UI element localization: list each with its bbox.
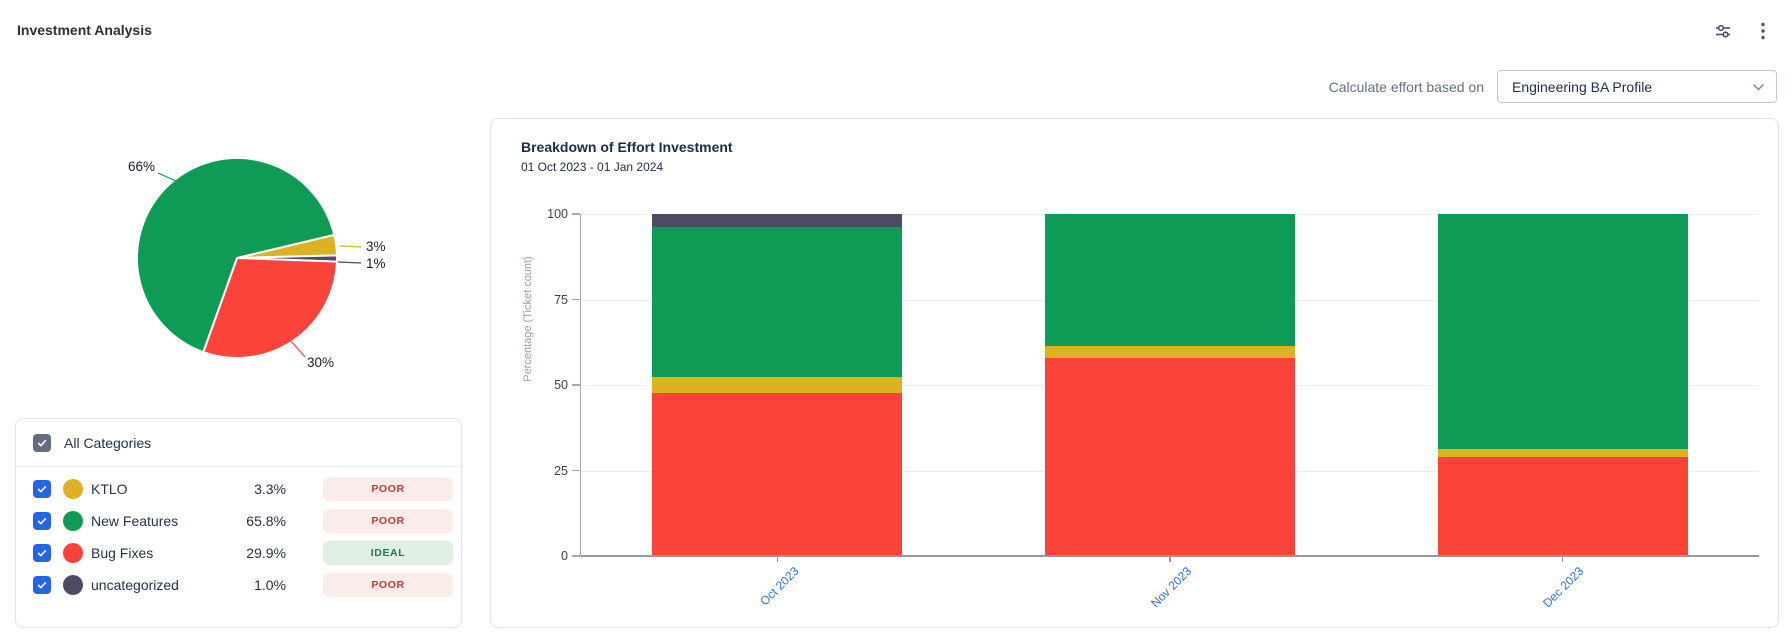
page-title: Investment Analysis — [17, 22, 152, 38]
x-tick — [776, 556, 779, 562]
bar-segment-ktlo-dec-2023[interactable] — [1437, 448, 1688, 457]
bar-dec-2023[interactable] — [1437, 214, 1688, 556]
bar-segment-bug-fixes-oct-2023[interactable] — [652, 392, 903, 556]
category-color-dot — [63, 575, 83, 595]
bar-chart-date-range: 01 Oct 2023 - 01 Jan 2024 — [521, 160, 664, 174]
category-label: KTLO — [91, 481, 128, 497]
bar-segment-new-features-nov-2023[interactable] — [1045, 214, 1295, 346]
stacked-bar-plot: 0 25 50 75 100 Oct 2023 Nov 2023 Dec 2023 — [547, 207, 1759, 610]
divider — [16, 466, 461, 467]
x-axis-line — [581, 554, 1759, 557]
category-percent: 65.8% — [246, 513, 286, 529]
y-tick-label: 75 — [554, 292, 568, 307]
bar-segment-uncategorized-oct-2023[interactable] — [652, 214, 903, 227]
x-axis-label-oct-2023[interactable]: Oct 2023 — [756, 564, 802, 609]
category-status-badge: IDEAL — [323, 541, 453, 565]
y-tick — [572, 384, 580, 386]
category-percent: 3.3% — [254, 481, 286, 497]
y-tick — [572, 213, 580, 215]
y-axis-line — [579, 214, 581, 556]
category-label: New Features — [91, 513, 179, 529]
category-checkbox[interactable] — [33, 576, 51, 594]
y-tick — [572, 469, 580, 472]
bar-segment-bug-fixes-nov-2023[interactable] — [1045, 357, 1295, 556]
x-axis-label-dec-2023[interactable]: Dec 2023 — [1540, 564, 1587, 611]
x-axis-label-nov-2023[interactable]: Nov 2023 — [1147, 564, 1194, 611]
bar-segment-ktlo-nov-2023[interactable] — [1045, 345, 1295, 358]
check-icon — [37, 439, 47, 446]
category-row-ktlo[interactable]: KTLO 3.3% POOR — [16, 473, 461, 505]
all-categories-row[interactable]: All Categories — [16, 419, 461, 466]
calculate-effort-label: Calculate effort based on — [1328, 78, 1484, 95]
bar-segment-ktlo-oct-2023[interactable] — [652, 376, 903, 393]
pie-slice-new-features[interactable] — [136, 157, 336, 354]
pie-label-bug-fixes: 30% — [307, 355, 334, 370]
category-row-bug-fixes[interactable]: Bug Fixes 29.9% IDEAL — [16, 537, 461, 569]
kebab-menu-icon[interactable] — [1752, 20, 1774, 42]
check-icon — [37, 581, 47, 589]
pie-leader-ktlo — [339, 245, 362, 248]
pie-slice-bug-fixes[interactable] — [202, 257, 338, 359]
category-row-uncategorized[interactable]: uncategorized 1.0% POOR — [16, 569, 461, 601]
effort-breakdown-card: Breakdown of Effort Investment 01 Oct 20… — [490, 118, 1779, 628]
category-checkbox[interactable] — [33, 544, 51, 562]
bar-nov-2023[interactable] — [1045, 214, 1295, 556]
category-row-new-features[interactable]: New Features 65.8% POOR — [16, 505, 461, 537]
profile-dropdown-value: Engineering BA Profile — [1512, 78, 1653, 95]
y-tick — [572, 298, 580, 301]
bar-segment-new-features-oct-2023[interactable] — [652, 226, 903, 377]
category-percent: 1.0% — [254, 577, 286, 593]
all-categories-checkbox[interactable] — [33, 433, 51, 452]
check-icon — [37, 485, 47, 493]
category-label: Bug Fixes — [91, 545, 154, 561]
profile-dropdown[interactable]: Engineering BA Profile — [1497, 70, 1777, 103]
x-tick — [1169, 556, 1171, 562]
x-tick — [1561, 556, 1564, 562]
category-checkbox[interactable] — [33, 512, 51, 530]
chevron-down-icon — [1753, 78, 1764, 96]
pie-label-uncategorized: 1% — [366, 256, 386, 271]
pie-label-ktlo: 3% — [366, 239, 386, 254]
y-tick-label: 25 — [554, 463, 568, 478]
filter-sliders-icon[interactable] — [1712, 20, 1734, 42]
bar-segment-bug-fixes-dec-2023[interactable] — [1437, 456, 1688, 556]
category-checkbox[interactable] — [33, 480, 51, 498]
all-categories-label: All Categories — [64, 434, 152, 451]
pie-label-new-features: 66% — [128, 159, 155, 174]
bar-segment-new-features-dec-2023[interactable] — [1437, 214, 1688, 449]
pie-leader-bug-fixes — [290, 340, 306, 358]
bar-chart-title: Breakdown of Effort Investment — [521, 139, 733, 155]
effort-controls: Calculate effort based on Engineering BA… — [1329, 70, 1777, 103]
y-tick-label: 100 — [547, 207, 568, 221]
check-icon — [37, 549, 47, 557]
categories-panel: All Categories KTLO 3.3% POOR New Features 6… — [15, 418, 462, 628]
category-percent: 29.9% — [246, 545, 286, 561]
pie-leader-new-features — [157, 172, 177, 182]
topbar-actions — [1712, 20, 1774, 42]
category-status-badge: POOR — [323, 477, 453, 501]
investment-pie-chart: 66% 3% 1% 30% — [128, 157, 386, 370]
category-color-dot — [63, 543, 83, 563]
category-color-dot — [63, 479, 83, 499]
check-icon — [37, 517, 47, 525]
category-status-badge: POOR — [323, 509, 453, 533]
bar-oct-2023[interactable] — [652, 214, 903, 556]
category-label: uncategorized — [91, 577, 179, 593]
category-color-dot — [63, 511, 83, 531]
y-tick — [572, 555, 580, 557]
y-tick-label: 0 — [561, 549, 568, 563]
category-status-badge: POOR — [323, 573, 453, 597]
y-tick-label: 50 — [554, 378, 568, 392]
pie-leader-uncategorized — [337, 261, 362, 264]
